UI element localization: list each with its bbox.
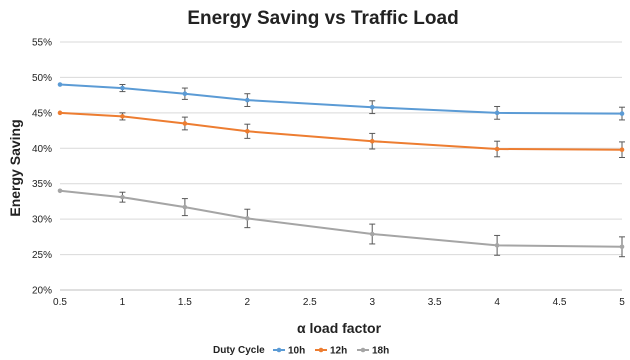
data-point-12h: [182, 121, 188, 126]
data-point-18h: [57, 188, 63, 194]
x-tick-label: 0.5: [53, 297, 67, 308]
data-point-12h: [369, 138, 375, 144]
y-tick-label: 55%: [32, 38, 52, 49]
data-point-10h: [494, 110, 500, 116]
x-axis-title: α load factor: [297, 320, 382, 336]
data-point-10h: [57, 82, 63, 87]
data-point-18h: [120, 194, 125, 200]
x-tick-label: 5: [619, 297, 625, 308]
legend-label-18h: 18h: [372, 346, 389, 357]
data-point-18h: [369, 231, 375, 237]
x-tick-label: 4: [494, 297, 500, 308]
legend-label-12h: 12h: [330, 346, 347, 357]
legend-label-10h: 10h: [288, 346, 305, 357]
data-point-18h: [245, 216, 250, 221]
data-point-12h: [245, 128, 250, 134]
x-tick-label: 3.5: [428, 297, 442, 308]
data-point-10h: [619, 111, 625, 116]
data-point-12h: [619, 147, 625, 153]
x-tick-labels: 0.5 1 1.5 2 2.5 3 3.5 4 4.5 5: [53, 297, 625, 308]
y-tick-label: 30%: [32, 215, 52, 226]
y-tick-label: 40%: [32, 144, 52, 155]
x-tick-label: 1: [120, 297, 126, 308]
x-tick-label: 1.5: [178, 297, 192, 308]
x-tick-label: 2.5: [303, 297, 317, 308]
data-point-12h: [57, 110, 63, 116]
y-tick-label: 35%: [32, 179, 52, 190]
y-tick-label: 25%: [32, 250, 52, 261]
legend-marker-18h: [360, 347, 366, 353]
x-tick-label: 4.5: [553, 297, 567, 308]
grid-lines: [60, 41, 622, 291]
data-point-10h: [245, 97, 250, 103]
data-point-10h: [182, 91, 188, 97]
chart-title: Energy Saving vs Traffic Load: [187, 8, 458, 29]
data-point-18h: [182, 204, 188, 210]
data-point-10h: [120, 85, 125, 91]
data-point-12h: [494, 146, 500, 152]
y-tick-labels: 20% 25% 30% 35% 40% 45% 50% 55%: [32, 38, 52, 297]
y-tick-label: 20%: [32, 286, 52, 297]
y-tick-label: 50%: [32, 73, 52, 84]
legend-marker-12h: [318, 347, 324, 353]
x-tick-label: 2: [245, 297, 251, 308]
y-tick-label: 45%: [32, 108, 52, 119]
data-point-10h: [369, 104, 375, 110]
legend: Duty Cycle 10h 12h 18h: [213, 345, 389, 357]
legend-title: Duty Cycle: [213, 345, 265, 356]
data-point-18h: [494, 243, 500, 248]
series-line-10h: [59, 83, 623, 115]
x-tick-label: 3: [369, 297, 375, 308]
series-group: [57, 82, 625, 258]
legend-marker-10h: [276, 347, 282, 353]
y-axis-title: Energy Saving: [7, 119, 23, 216]
data-point-18h: [619, 244, 625, 250]
data-point-12h: [120, 114, 125, 119]
series-line-12h: [59, 111, 623, 151]
